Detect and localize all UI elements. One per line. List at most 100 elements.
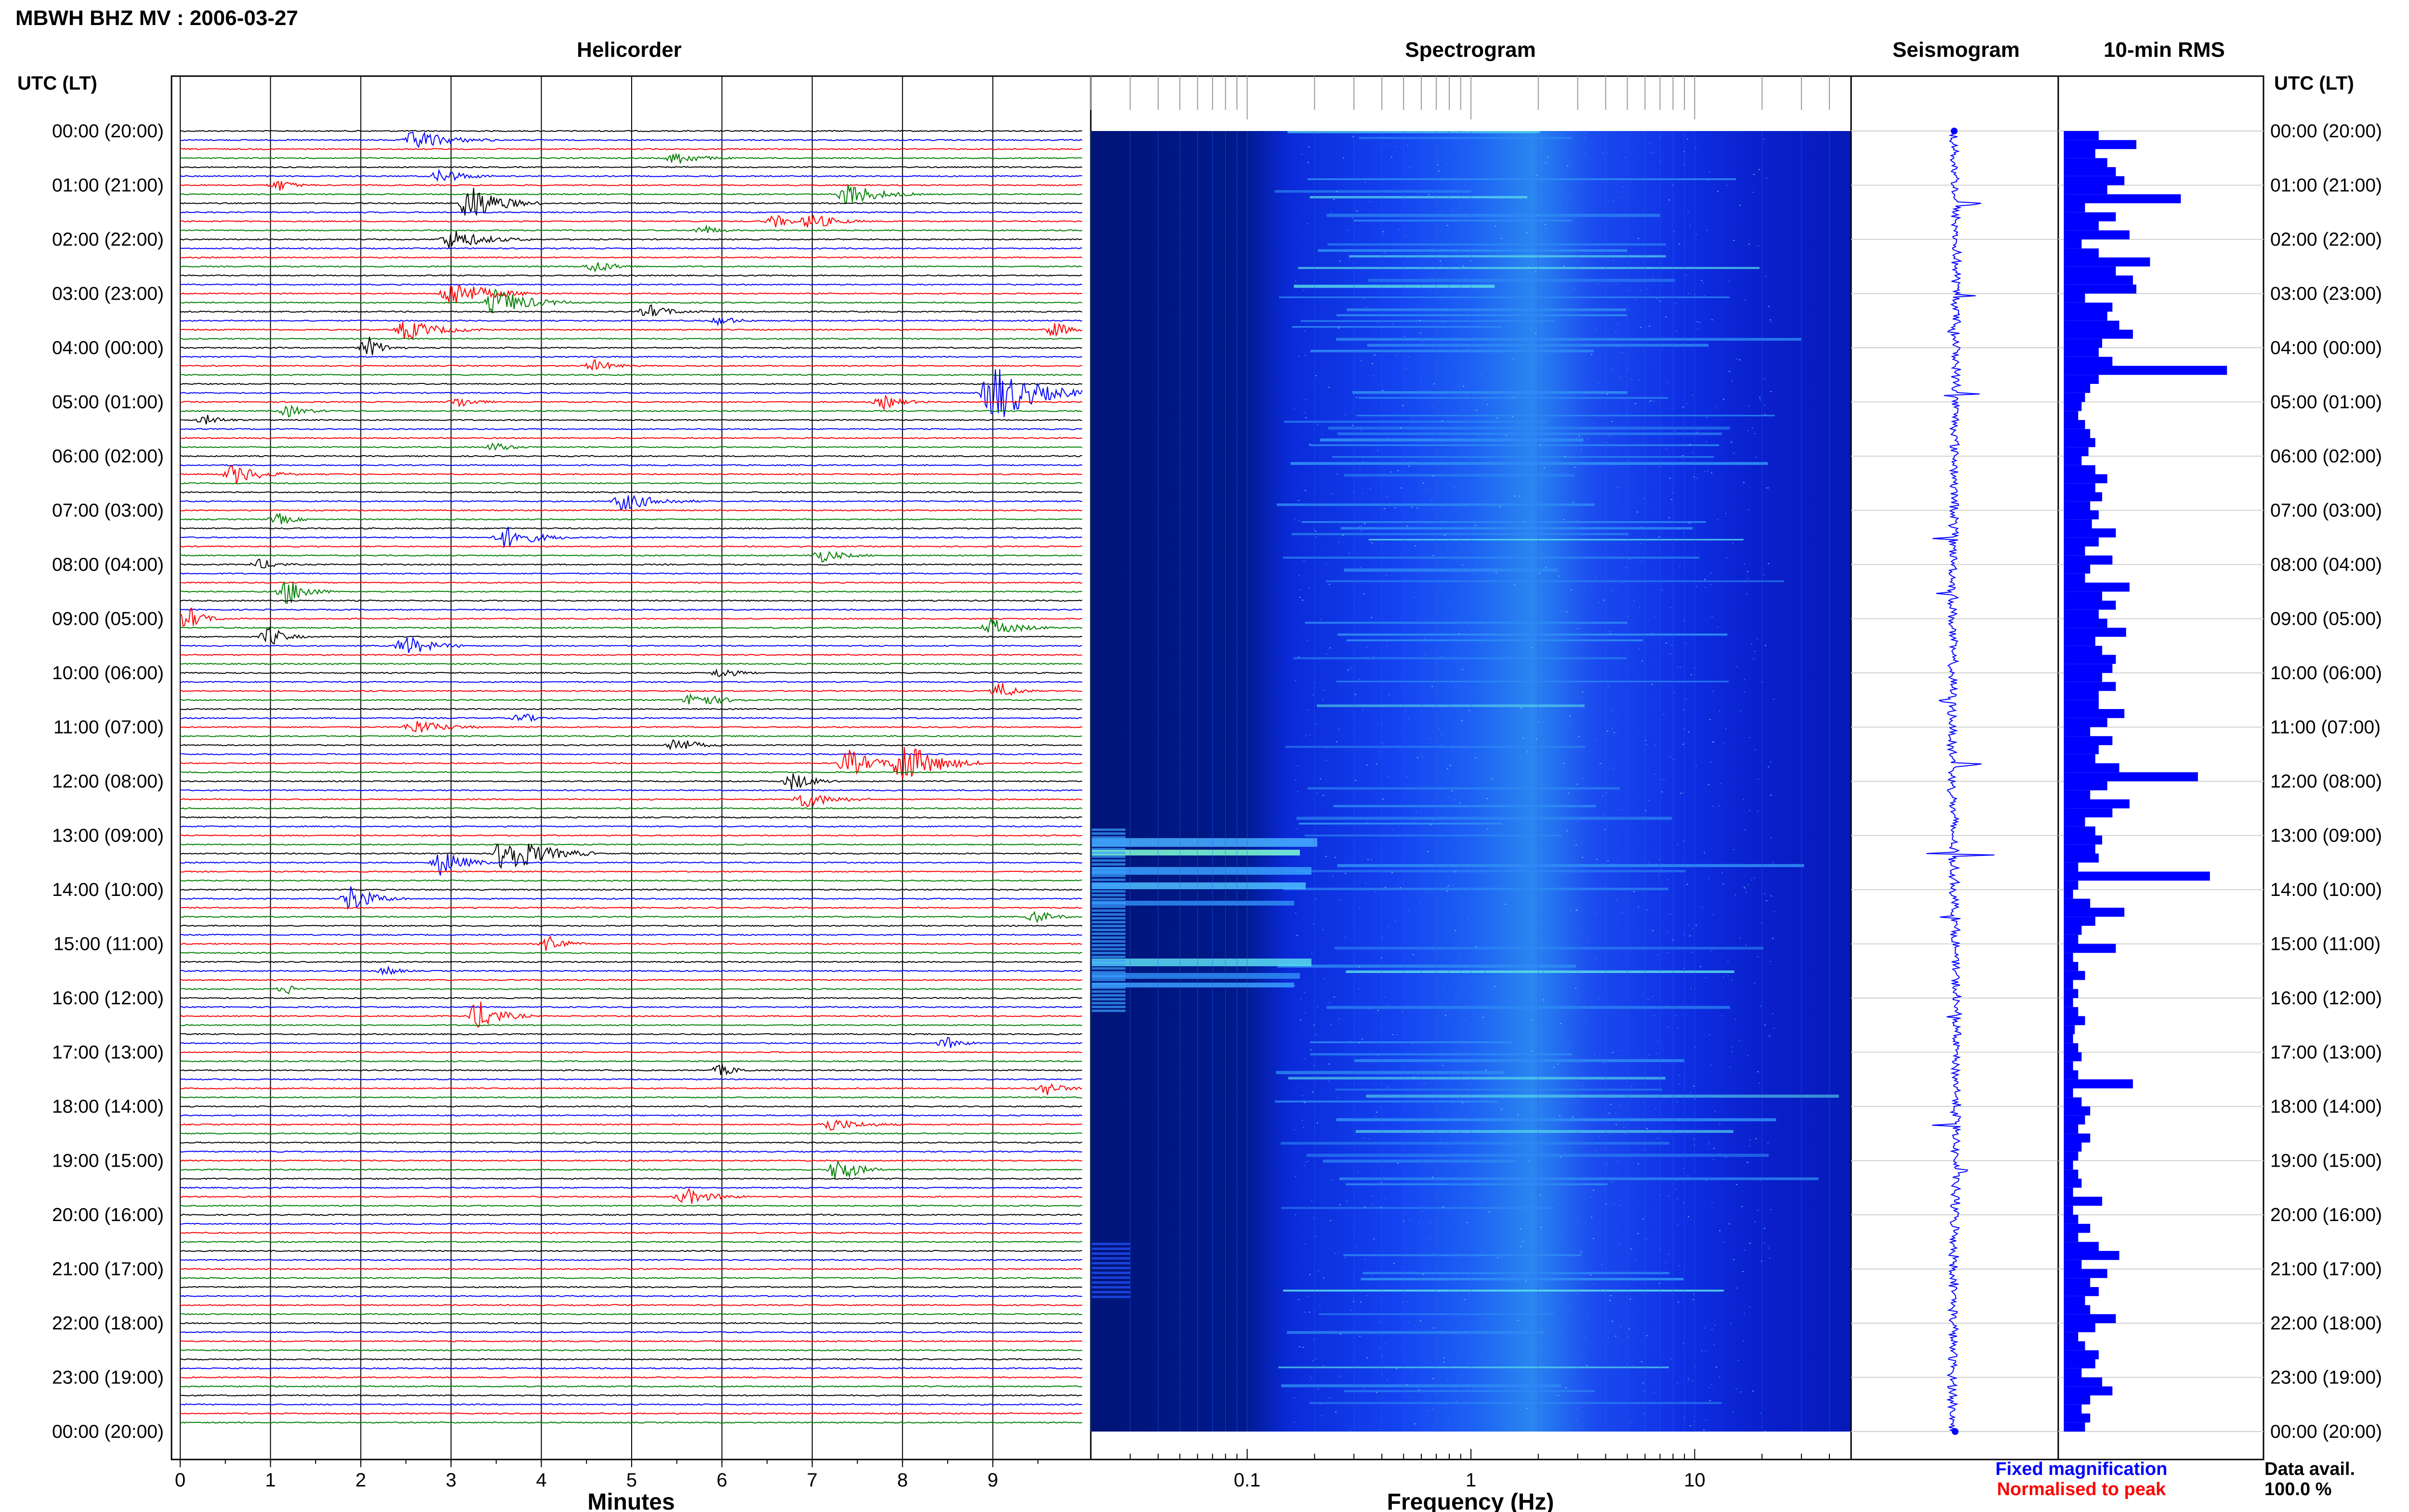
spectrogram-speckle <box>1484 1098 1486 1099</box>
spectrogram-speckle <box>1439 585 1441 586</box>
spectrogram-speckle <box>1313 1218 1315 1219</box>
rms-bar <box>2065 230 2130 239</box>
spectrogram-speckle <box>1533 478 1534 479</box>
spectrogram-speckle <box>1549 200 1551 201</box>
rms-bar <box>2065 284 2137 294</box>
spectrogram-speckle <box>1708 784 1709 785</box>
spectrogram-speckle <box>1437 1432 1438 1433</box>
spectrogram-speckle <box>1384 508 1385 509</box>
spectrogram-speckle <box>1749 1140 1751 1141</box>
spectrogram-speckle <box>1684 1401 1686 1402</box>
spectrogram-speckle <box>1772 938 1774 939</box>
spectrogram-speckle <box>1676 1102 1678 1103</box>
minutes-axis-label: Minutes <box>587 1489 675 1512</box>
spectrogram-speckle <box>1609 1300 1611 1301</box>
rms-bar <box>2065 727 2091 736</box>
spectrogram-speckle <box>1309 1274 1310 1275</box>
spectrogram-speckle <box>1562 1232 1563 1233</box>
rms-bar <box>2065 1160 2073 1170</box>
spectrogram-speckle <box>1439 433 1441 434</box>
spectrogram-speckle <box>1337 473 1338 474</box>
spectrogram-streak <box>1323 1159 1517 1163</box>
spectrogram-speckle <box>1703 463 1704 464</box>
spectrogram-speckle <box>1563 1003 1564 1004</box>
spectrogram-speckle <box>1603 600 1604 601</box>
spectrogram-speckle <box>1706 1180 1707 1181</box>
spectrogram-speckle <box>1309 588 1310 589</box>
spectrogram-speckle <box>1349 552 1350 553</box>
helicorder-trace <box>180 773 1082 789</box>
spectrogram-speckle <box>1651 633 1653 634</box>
spectrogram-speckle <box>1317 424 1318 425</box>
spectrogram-speckle <box>1388 1087 1389 1088</box>
spectrogram-speckle <box>1656 1053 1657 1054</box>
spectrogram-speckle <box>1677 1224 1679 1225</box>
spectrogram-speckle <box>1377 322 1378 323</box>
spectrogram-speckle <box>1430 339 1431 340</box>
helicorder-trace <box>180 951 1082 954</box>
spectrogram-speckle <box>1694 476 1695 477</box>
spectrogram-speckle <box>1474 328 1476 329</box>
spectrogram-speckle <box>1773 699 1774 700</box>
spectrogram-speckle <box>1438 1291 1439 1292</box>
spectrogram-speckle <box>1761 922 1762 923</box>
seismogram-panel <box>1850 75 2059 1460</box>
spectrogram-speckle <box>1362 461 1363 462</box>
spectrogram-speckle <box>1305 490 1306 491</box>
spectrogram-speckle <box>1753 174 1755 175</box>
spectrogram-speckle <box>1764 414 1765 415</box>
spectrogram-speckle <box>1413 1077 1415 1078</box>
spectrogram-speckle <box>1705 977 1707 978</box>
spectrogram-speckle <box>1565 447 1566 448</box>
spectrogram-streak <box>1278 1367 1669 1368</box>
spectrogram-speckle <box>1431 277 1433 278</box>
spectrogram-speckle <box>1501 1173 1503 1174</box>
spectrogram-speckle <box>1670 607 1672 608</box>
spectrogram-speckle <box>1710 950 1712 951</box>
spectrogram-speckle <box>1307 640 1308 641</box>
spectrogram-speckle <box>1298 575 1300 576</box>
spectrogram-speckle <box>1304 1312 1306 1313</box>
spectrogram-speckle <box>1576 1420 1577 1421</box>
spectrogram-speckle <box>1360 360 1362 361</box>
spectrogram-speckle <box>1641 1361 1642 1362</box>
spectrogram-speckle <box>1703 282 1704 283</box>
rms-bar <box>2065 1305 2091 1315</box>
rms-bar <box>2065 709 2125 718</box>
spectrogram-speckle <box>1331 1180 1333 1181</box>
spectrogram-streak <box>1367 343 1708 347</box>
spectrogram-speckle <box>1614 1204 1615 1205</box>
spectrogram-speckle <box>1568 1150 1569 1151</box>
spectrogram-speckle <box>1665 316 1667 317</box>
spectrogram-speckle <box>1577 1293 1579 1294</box>
spectrogram-speckle <box>1526 232 1528 233</box>
minute-tick-label: 9 <box>987 1470 998 1491</box>
spectrogram-speckle <box>1497 1333 1498 1334</box>
spectrogram-streak <box>1352 391 1628 394</box>
spectrogram-speckle <box>1363 298 1364 299</box>
spectrogram-speckle <box>1536 920 1537 921</box>
spectrogram-speckle <box>1729 1223 1730 1224</box>
time-label-left: 16:00 (12:00) <box>52 988 164 1009</box>
spectrogram-speckle <box>1565 1387 1567 1388</box>
spectrogram-speckle <box>1699 581 1701 582</box>
spectrogram-lf-edge <box>1092 879 1125 881</box>
spectrogram-speckle <box>1532 1020 1533 1021</box>
spectrogram-speckle <box>1679 1075 1680 1076</box>
spectrogram-speckle <box>1448 132 1449 133</box>
spectrogram-speckle <box>1338 328 1339 329</box>
spectrogram-speckle <box>1596 959 1597 960</box>
spectrogram-speckle <box>1313 1025 1315 1026</box>
spectrogram-speckle <box>1633 601 1635 602</box>
spectrogram-speckle <box>1399 215 1401 216</box>
spectrogram-speckle <box>1688 212 1689 213</box>
rms-bar <box>2065 257 2150 267</box>
spectrogram-speckle <box>1598 283 1599 284</box>
spectrogram-speckle <box>1747 1162 1748 1163</box>
spectrogram-speckle <box>1673 185 1674 186</box>
spectrogram-speckle <box>1337 1097 1338 1098</box>
spectrogram-speckle <box>1693 1138 1694 1139</box>
spectrogram-speckle <box>1725 513 1727 514</box>
spectrogram-speckle <box>1565 909 1566 910</box>
spectrogram-speckle <box>1614 732 1615 733</box>
